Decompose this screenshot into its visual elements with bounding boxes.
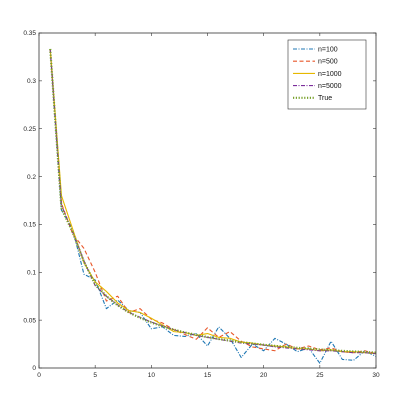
series-line-true bbox=[49, 48, 377, 354]
legend: n=100 n=500 n=1000 n=5000 True bbox=[287, 39, 367, 110]
y-tick-label: 0.05 bbox=[23, 317, 36, 324]
x-tick-label: 20 bbox=[260, 372, 268, 379]
ticks-layer: 0 5 10 15 20 25 30 0 0.05 0.1 0.15 0.2 0.25 0.3 0.35 bbox=[23, 30, 380, 379]
y-tick-label: 0.35 bbox=[23, 30, 36, 37]
legend-label: n=5000 bbox=[318, 83, 342, 90]
series-line-n-100 bbox=[49, 49, 377, 364]
legend-label: n=500 bbox=[318, 59, 338, 66]
y-tick-label: 0.15 bbox=[23, 222, 36, 229]
x-tick-label: 10 bbox=[148, 372, 156, 379]
y-tick-label: 0.2 bbox=[27, 174, 36, 181]
y-tick-label: 0 bbox=[32, 365, 36, 372]
y-tick-label: 0.3 bbox=[27, 78, 36, 85]
legend-box bbox=[287, 39, 367, 110]
legend-label: True bbox=[318, 95, 332, 102]
legend-label: n=100 bbox=[318, 46, 338, 53]
x-tick-label: 30 bbox=[372, 372, 380, 379]
y-tick-label: 0.25 bbox=[23, 126, 36, 133]
x-tick-label: 5 bbox=[93, 372, 97, 379]
x-tick-label: 0 bbox=[37, 372, 41, 379]
x-tick-label: 15 bbox=[204, 372, 212, 379]
legend-label: n=1000 bbox=[318, 71, 342, 78]
y-tick-label: 0.1 bbox=[27, 269, 36, 276]
x-tick-label: 25 bbox=[316, 372, 324, 379]
series-line-n-5000 bbox=[49, 49, 377, 355]
series-layer bbox=[49, 48, 377, 364]
